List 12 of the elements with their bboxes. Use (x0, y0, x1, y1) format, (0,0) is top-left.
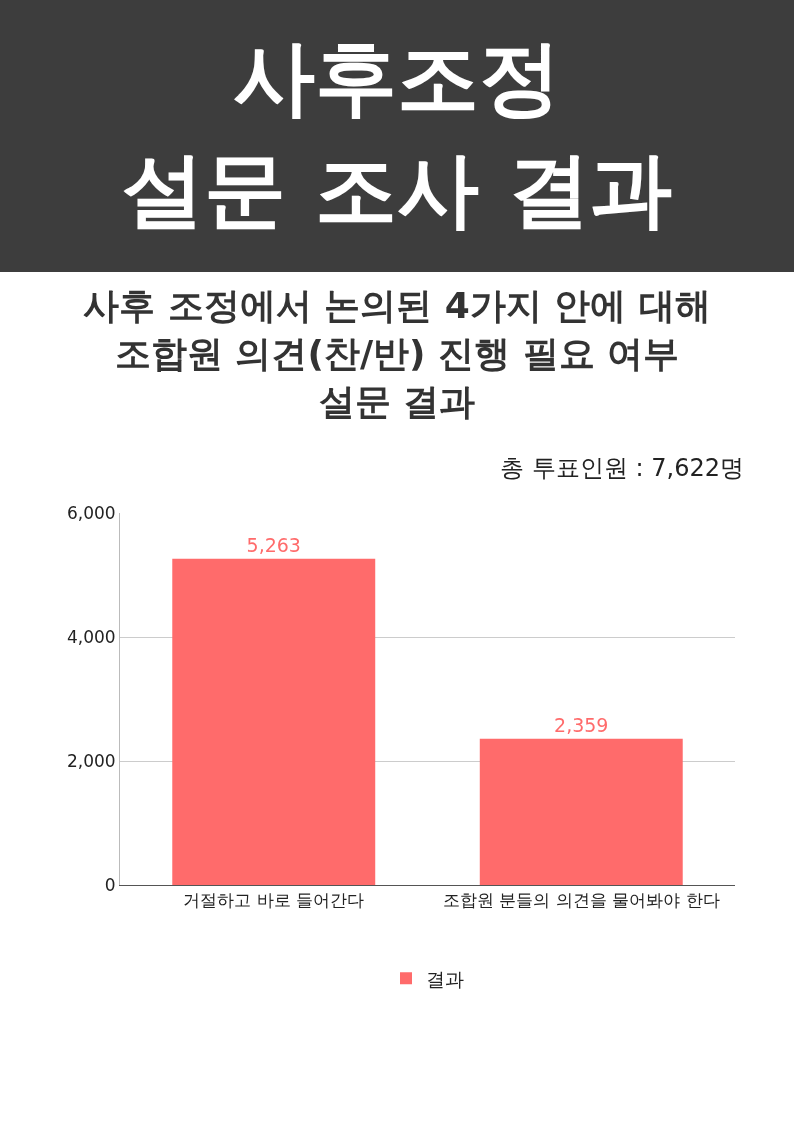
y-tick-label: 2,000 (66, 750, 116, 771)
y-tick-label: 4,000 (66, 626, 116, 647)
y-tick-label: 0 (104, 874, 116, 895)
text: 총 투표인원 : 7,622명 (500, 453, 744, 484)
x-tick-label: 조합원 분들의 의견을 물어봐야 한다 (442, 890, 720, 911)
chart-title: 사후조정 설문 조사 결과 (0, 0, 794, 272)
legend-label: 결과 (426, 967, 464, 990)
data-label: 2,359 (554, 713, 609, 736)
y-tick-label: 6,000 (66, 502, 116, 523)
chart-subtitle: 사후 조정에서 논의된 4가지 안에 대해 조합원 의견(찬/반) 진행 필요 여부 설문 결과 (82, 284, 712, 424)
x-tick-label: 거절하고 바로 들어간다 (183, 890, 365, 911)
data-label: 5,263 (246, 533, 301, 556)
